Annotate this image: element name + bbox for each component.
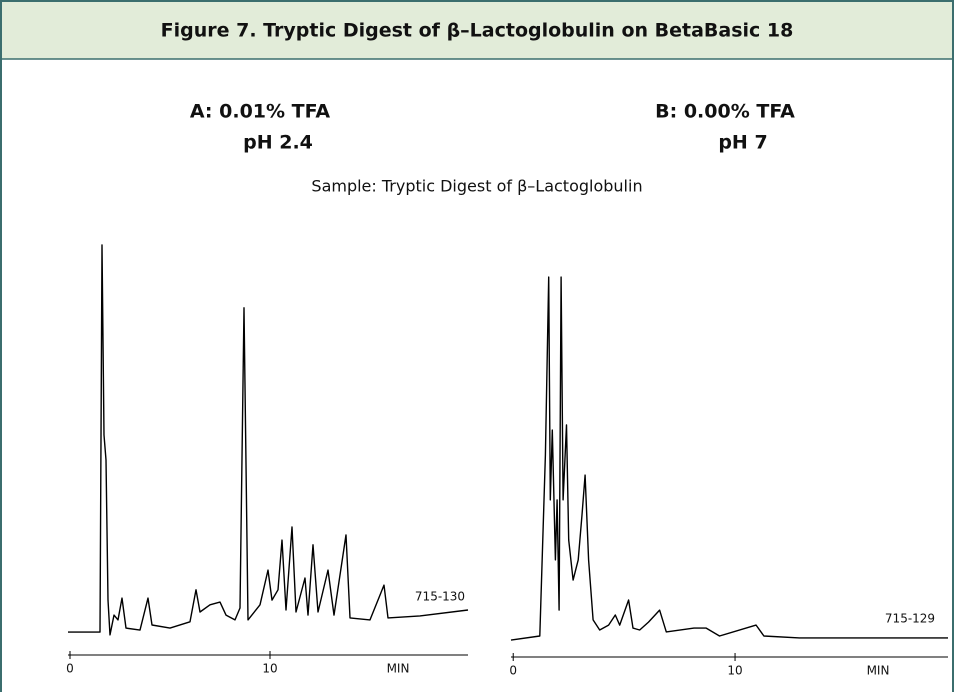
x-axis-label: MIN bbox=[867, 664, 890, 678]
caption: Sample: Tryptic Digest of β–Lactoglobuli… bbox=[311, 177, 642, 196]
panel-subtitle: pH 2.4 bbox=[243, 132, 313, 154]
panel-subtitle: pH 7 bbox=[718, 132, 767, 154]
figure-title: Figure 7. Tryptic Digest of β–Lactoglobu… bbox=[161, 20, 794, 42]
x-axis-label: MIN bbox=[387, 662, 410, 676]
x-tick-label: 10 bbox=[262, 662, 277, 676]
chromatogram-trace bbox=[510, 276, 948, 641]
panel-title: B: 0.00% TFA bbox=[655, 101, 795, 123]
header-band bbox=[2, 2, 952, 59]
chromatogram-trace bbox=[68, 244, 469, 636]
x-tick-label: 10 bbox=[727, 664, 742, 678]
figure-code: 715-129 bbox=[885, 612, 935, 626]
x-tick-label: 0 bbox=[66, 662, 74, 676]
panel-title: A: 0.01% TFA bbox=[190, 101, 331, 123]
figure-code: 715-130 bbox=[415, 590, 465, 604]
x-tick-label: 0 bbox=[509, 664, 517, 678]
